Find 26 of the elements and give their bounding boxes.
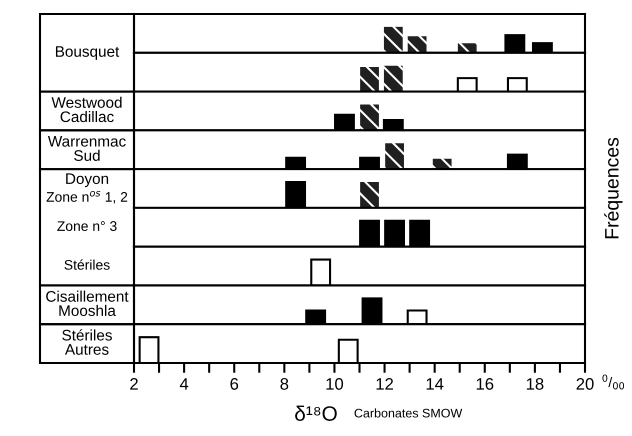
text: $^{0}$/$_{00}$ [602,374,624,390]
bar [408,36,427,53]
text: Bousquet [56,46,120,60]
x-tick-label: 2 [130,378,138,390]
x-tick-label: 12 [376,378,393,390]
chart-title: Westwood Cadillac [52,96,122,122]
bar [384,26,403,53]
x-axis-title: δ¹⁸O [295,406,337,421]
x-tick-label: 16 [476,378,494,390]
x-tick-label: 10 [326,378,344,390]
x-tick-label: 14 [426,378,444,390]
bar [385,143,404,170]
text: Carbonates SMOW [354,408,462,418]
x-tick-label: 20 [576,378,594,390]
chart-title: Cisaillement Mooshla [46,290,128,316]
chart-subtitle: Stériles [64,259,110,270]
x-tick-label: 18 [526,378,544,390]
y-axis-title: Fréquences [604,138,623,238]
chart-subtitle: Zone n° 3 [57,221,117,232]
x-tick-label: 8 [280,378,288,390]
chart-title: Stériles Autres [62,329,112,355]
x-tick-label: 4 [180,378,188,390]
chart-title: Doyon [66,173,108,188]
x-tick-label: 6 [230,378,238,390]
text: Zone n$^{os}$ 1, 2 [46,190,128,204]
chart-title: Warrenmac Sud [48,136,126,161]
